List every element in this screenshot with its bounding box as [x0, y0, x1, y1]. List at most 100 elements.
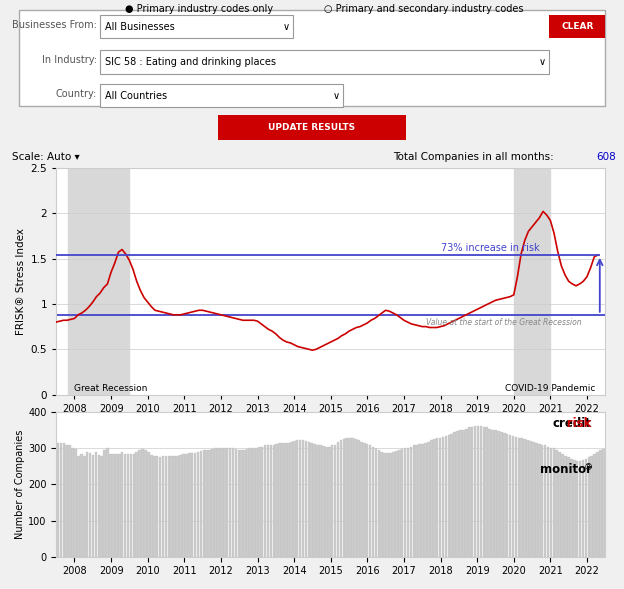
Bar: [100, 456, 103, 557]
Bar: [421, 444, 424, 557]
Bar: [506, 434, 509, 557]
Bar: [369, 445, 371, 557]
Bar: [489, 429, 491, 557]
Text: 608: 608: [596, 152, 616, 161]
Bar: [112, 454, 115, 557]
Bar: [135, 452, 138, 557]
Bar: [354, 439, 357, 557]
Bar: [535, 443, 538, 557]
Bar: [386, 453, 389, 557]
Bar: [558, 452, 561, 557]
Bar: [165, 456, 167, 557]
Y-axis label: Number of Companies: Number of Companies: [15, 430, 25, 539]
Text: COVID-19 Pandemic: COVID-19 Pandemic: [505, 384, 595, 393]
Bar: [258, 446, 261, 557]
Bar: [177, 456, 179, 557]
Bar: [77, 456, 80, 557]
Bar: [97, 455, 100, 557]
Text: All Countries: All Countries: [105, 91, 167, 101]
Bar: [173, 456, 176, 557]
Bar: [212, 449, 214, 557]
Bar: [529, 441, 532, 557]
Bar: [217, 448, 220, 557]
Bar: [503, 434, 505, 557]
Text: ∨: ∨: [539, 57, 546, 67]
Bar: [465, 429, 467, 557]
Bar: [179, 455, 182, 557]
Bar: [515, 437, 517, 557]
Bar: [296, 441, 298, 557]
Bar: [290, 442, 293, 557]
Bar: [57, 443, 59, 557]
Bar: [366, 444, 368, 557]
Bar: [357, 441, 359, 557]
Bar: [430, 441, 432, 557]
Bar: [576, 461, 578, 557]
Text: ● Primary industry codes only: ● Primary industry codes only: [125, 5, 273, 14]
Bar: [547, 446, 549, 557]
Bar: [407, 448, 409, 557]
Bar: [308, 442, 310, 557]
Bar: [170, 456, 173, 557]
Bar: [456, 431, 459, 557]
Text: Value at the start of the Great Recession: Value at the start of the Great Recessio…: [426, 319, 582, 327]
Bar: [302, 441, 305, 557]
Bar: [454, 432, 456, 557]
Bar: [526, 441, 529, 557]
Bar: [139, 450, 141, 557]
Bar: [514, 168, 550, 395]
Bar: [66, 445, 68, 557]
Bar: [100, 15, 293, 38]
Bar: [404, 448, 406, 557]
Bar: [360, 442, 363, 557]
Bar: [392, 452, 395, 557]
Bar: [555, 450, 558, 557]
Bar: [573, 460, 575, 557]
Bar: [383, 453, 386, 557]
Bar: [223, 448, 225, 557]
Bar: [447, 435, 450, 557]
Bar: [200, 451, 202, 557]
Bar: [524, 439, 526, 557]
Bar: [564, 456, 567, 557]
Bar: [284, 443, 287, 557]
Text: 73% increase in risk: 73% increase in risk: [441, 243, 539, 253]
Bar: [238, 450, 240, 557]
Bar: [194, 453, 197, 557]
Text: Businesses From:: Businesses From:: [12, 20, 97, 30]
Bar: [459, 431, 462, 557]
Bar: [153, 456, 155, 557]
Bar: [541, 445, 544, 557]
Text: CLEAR: CLEAR: [561, 22, 593, 31]
Bar: [588, 458, 590, 557]
Bar: [127, 454, 129, 557]
FancyBboxPatch shape: [19, 11, 605, 106]
Bar: [229, 448, 232, 557]
Bar: [374, 448, 378, 557]
Bar: [293, 441, 296, 557]
Bar: [509, 435, 512, 557]
Bar: [409, 446, 412, 557]
Bar: [567, 458, 570, 557]
Bar: [124, 454, 127, 557]
Bar: [100, 84, 343, 107]
Bar: [299, 441, 301, 557]
Text: monitor: monitor: [540, 463, 592, 476]
Bar: [311, 443, 313, 557]
Bar: [328, 446, 331, 557]
Bar: [273, 445, 275, 557]
Bar: [226, 448, 228, 557]
Bar: [69, 445, 71, 557]
Bar: [150, 455, 153, 557]
Bar: [168, 456, 170, 557]
Text: credit: credit: [553, 416, 592, 429]
Bar: [351, 438, 354, 557]
Text: Total Companies in all months:: Total Companies in all months:: [393, 152, 557, 161]
Bar: [480, 426, 482, 557]
Bar: [582, 460, 584, 557]
Bar: [494, 431, 497, 557]
Bar: [71, 448, 74, 557]
Bar: [188, 453, 190, 557]
Bar: [132, 454, 135, 557]
Bar: [208, 450, 211, 557]
